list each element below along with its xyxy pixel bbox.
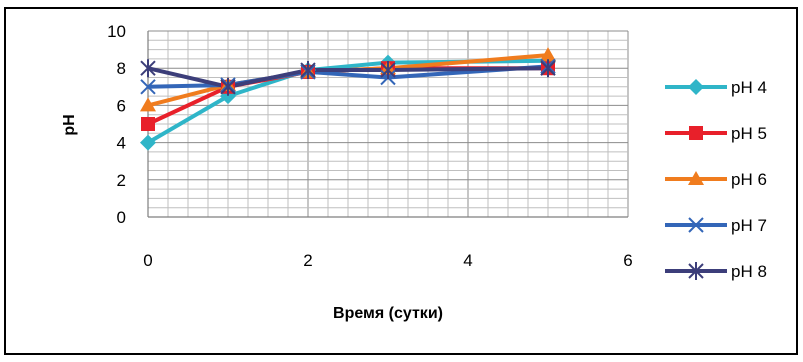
data-point-ph-8: [380, 61, 396, 80]
y-tick-label: 10: [107, 22, 126, 41]
legend-swatch-marker: [688, 262, 704, 280]
data-point-ph-8: [300, 61, 316, 80]
data-point-ph-8: [220, 77, 236, 96]
data-point-ph-4: [140, 134, 156, 151]
data-point-ph-5: [141, 117, 155, 131]
legend-swatch-marker: [688, 171, 704, 185]
data-point-ph-7: [140, 79, 156, 95]
x-tick-label: 4: [463, 251, 472, 270]
y-axis-label: pH: [61, 114, 78, 135]
legend-swatch-marker: [688, 79, 704, 95]
y-tick-label: 4: [117, 134, 126, 153]
legend-label: pH 7: [731, 216, 767, 235]
y-tick-labels: 0 2 4 6 8 10: [107, 22, 126, 227]
x-axis-label: Время (сутки): [333, 305, 443, 322]
data-point-ph-6: [540, 47, 556, 62]
legend-swatch-marker: [689, 126, 703, 140]
x-tick-label: 2: [303, 251, 312, 270]
x-tick-label: 6: [623, 251, 632, 270]
legend-label: pH 8: [731, 262, 767, 281]
series-markers: [140, 47, 556, 151]
legend: pH 4 pH 5 pH 6 pH 7 pH 8: [665, 78, 767, 281]
x-tick-labels: 0 2 4 6: [143, 251, 632, 270]
legend-label: pH 5: [731, 124, 767, 143]
y-tick-label: 2: [117, 171, 126, 190]
data-point-ph-8: [540, 59, 556, 78]
data-point-ph-6: [140, 97, 156, 112]
legend-label: pH 6: [731, 170, 767, 189]
data-point-ph-8: [140, 59, 156, 78]
legend-swatch-marker: [688, 217, 704, 233]
y-tick-label: 6: [117, 96, 126, 115]
y-tick-label: 8: [117, 59, 126, 78]
y-tick-label: 0: [117, 208, 126, 227]
x-tick-label: 0: [143, 251, 152, 270]
legend-label: pH 4: [731, 78, 767, 97]
